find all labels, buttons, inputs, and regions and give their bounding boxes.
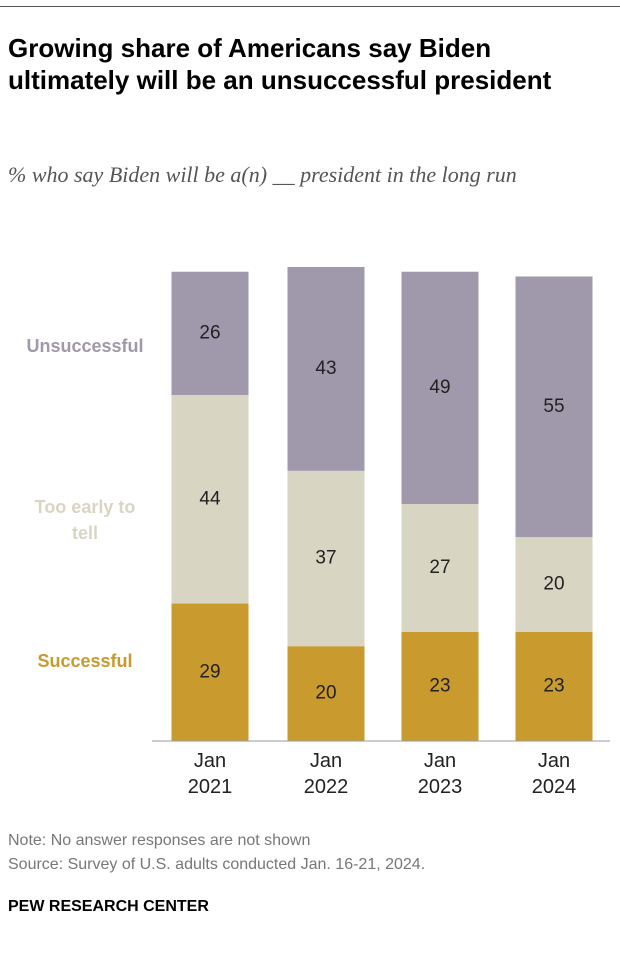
data-label: 49 [429, 377, 450, 398]
chart: 29 44 26 20 37 43 23 27 49 23 20 55 [152, 267, 610, 742]
x-tick-label: Jan 2023 [417, 750, 463, 798]
top-rule [0, 6, 620, 7]
bar-segment [171, 394, 249, 604]
data-label: 27 [429, 557, 450, 578]
data-label: 44 [199, 488, 221, 509]
bar-segment [515, 537, 593, 632]
x-tick-label: Jan 2021 [187, 750, 233, 798]
data-label: 20 [543, 574, 564, 595]
source: Source: Survey of U.S. adults conducted … [8, 856, 426, 873]
legend-label: Successful [37, 651, 133, 671]
bar-segment [287, 267, 365, 471]
bar-segment [515, 631, 593, 741]
bar-segment [401, 631, 479, 741]
note: Note: No answer responses are not shown [8, 832, 311, 849]
bar-segment [287, 470, 365, 647]
chart-subtitle: % who say Biden will be a(n) __ presiden… [8, 162, 517, 187]
data-label: 55 [543, 396, 564, 417]
bar-segment [171, 603, 249, 741]
bar-segment [287, 646, 365, 741]
legend-label: Too early to tell [34, 497, 136, 543]
x-tick-label: Jan 2022 [303, 750, 349, 798]
data-label: 20 [315, 683, 336, 704]
data-label: 26 [199, 322, 220, 343]
bar-segment [401, 504, 479, 632]
data-label: 37 [315, 548, 336, 569]
bar-segment [515, 276, 593, 538]
chart-title: Growing share of Americans say Biden ult… [8, 33, 552, 95]
data-label: 43 [315, 358, 336, 379]
x-tick-label: Jan 2024 [531, 750, 577, 798]
legend-label: Unsuccessful [26, 336, 144, 356]
data-label: 29 [199, 661, 220, 682]
data-label: 23 [429, 676, 450, 697]
footer: PEW RESEARCH CENTER [8, 898, 209, 915]
bar-segment [401, 271, 479, 504]
bar-segment [171, 271, 249, 395]
data-label: 23 [543, 676, 564, 697]
